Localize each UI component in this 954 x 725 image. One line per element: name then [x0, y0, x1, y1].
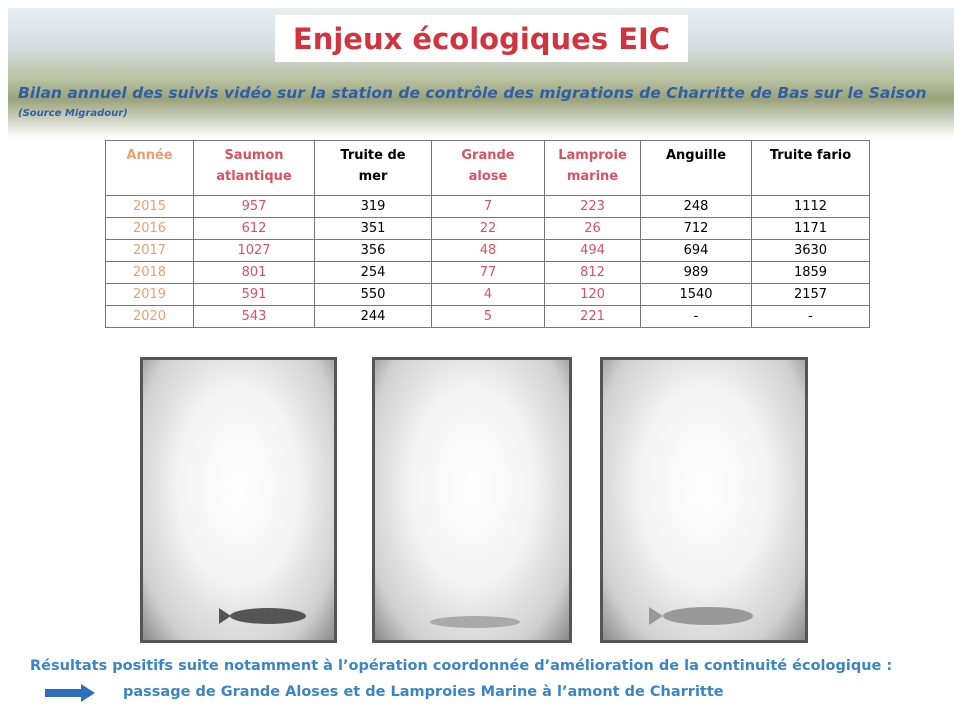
table-row: 2015 957 319 7 223 248 1112 — [105, 195, 870, 218]
table-cell: 1859 — [751, 261, 870, 284]
column-header: Lamproie marine — [544, 140, 641, 196]
table-cell: 2157 — [751, 283, 870, 306]
data-table: Année Saumon atlantique Truite de mer Grand… — [105, 140, 870, 328]
table-row: 2020 543 244 5 221- - — [105, 305, 870, 328]
table-cell: 812 — [544, 261, 641, 284]
footer-text: Résultats positifs suite notamment à l’o… — [30, 658, 893, 674]
fish — [649, 607, 753, 625]
table-cell: 1171 — [751, 217, 870, 240]
table-cell: 244 — [314, 305, 432, 328]
table-cell: 2015 — [105, 195, 194, 218]
table-cell: 1540 — [640, 283, 752, 306]
table-cell: 543 — [193, 305, 315, 328]
table-cell: 989 — [640, 261, 752, 284]
column-header: Truite fario — [751, 140, 870, 196]
header-row: Année Saumon atlantique Truite de mer Grand… — [105, 140, 870, 196]
table-cell: 77 — [431, 261, 545, 284]
table-cell: 356 — [314, 239, 432, 262]
table-row: 2016 612 351 22 26 712 1171 — [105, 217, 870, 240]
fish — [430, 616, 520, 628]
table-cell: 2017 — [105, 239, 194, 262]
table-cell: 221 — [544, 305, 641, 328]
table-row: 2019 591 550 4 120 1540 2157 — [105, 283, 870, 306]
table-cell: 7 — [431, 195, 545, 218]
column-header: Truite de mer — [314, 140, 432, 196]
video-frame — [140, 357, 337, 643]
table-cell: 612 — [193, 217, 315, 240]
table-cell: 319 — [314, 195, 432, 218]
fish — [219, 608, 306, 624]
table-cell: - — [640, 305, 752, 328]
table-row: 2018 801 254 77 812 989 1859 — [105, 261, 870, 284]
table-cell: 248 — [640, 195, 752, 218]
subtitle: Bilan annuel des suivis vidéo sur la sta… — [18, 84, 927, 102]
column-header: Année — [105, 140, 194, 196]
footer-text: passage de Grande Aloses et de Lamproies… — [123, 684, 724, 700]
table-cell: 4 — [431, 283, 545, 306]
table-cell: 712 — [640, 217, 752, 240]
table-cell: 26 — [544, 217, 641, 240]
table-cell: 494 — [544, 239, 641, 262]
table-cell: 2019 — [105, 283, 194, 306]
table-cell: 801 — [193, 261, 315, 284]
table-row: 2017 1027 356 48 494 694 3630 — [105, 239, 870, 262]
table-cell: 694 — [640, 239, 752, 262]
table-cell: 223 — [544, 195, 641, 218]
video-frame — [372, 357, 572, 643]
arrow-icon — [45, 684, 95, 702]
table-cell: 2016 — [105, 217, 194, 240]
column-header: Saumon atlantique — [193, 140, 315, 196]
table-cell: 591 — [193, 283, 315, 306]
table-cell: 1112 — [751, 195, 870, 218]
table-cell: 2020 — [105, 305, 194, 328]
table-cell: 3630 — [751, 239, 870, 262]
table-cell: 48 — [431, 239, 545, 262]
table-cell: 550 — [314, 283, 432, 306]
title: Enjeux écologiques EIC — [275, 15, 688, 62]
table-cell: 957 — [193, 195, 315, 218]
table-cell: 1027 — [193, 239, 315, 262]
column-header: Anguille — [640, 140, 752, 196]
column-header: Grande alose — [431, 140, 545, 196]
table-cell: - — [751, 305, 870, 328]
table-cell: 5 — [431, 305, 545, 328]
table-cell: 2018 — [105, 261, 194, 284]
table-body: 2015 957 319 7 223 248 1112 2016 612 351 22 26 712 11… — [105, 195, 870, 328]
table-cell: 120 — [544, 283, 641, 306]
source: (Source Migradour) — [18, 108, 128, 119]
table-cell: 22 — [431, 217, 545, 240]
table-cell: 254 — [314, 261, 432, 284]
video-frame — [600, 357, 808, 643]
table-cell: 351 — [314, 217, 432, 240]
